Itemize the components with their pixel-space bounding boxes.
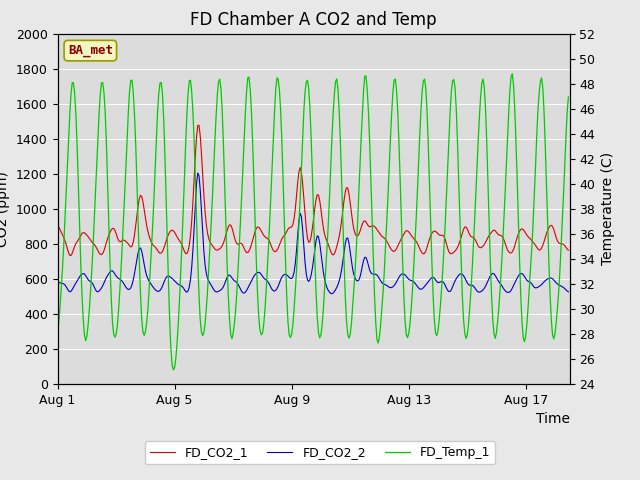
FD_Temp_1 (508, 71, 516, 77)
FD_Temp_1 (54, 328, 61, 334)
Y-axis label: CO2 (ppm): CO2 (ppm) (0, 171, 10, 247)
FD_CO2_2 (477, 289, 484, 295)
X-axis label: Time: Time (536, 412, 570, 426)
FD_Temp_1 (476, 114, 483, 120)
FD_CO2_2 (194, 170, 202, 176)
FD_CO2_1 (67, 252, 75, 258)
FD_CO2_2 (307, 272, 315, 278)
FD_CO2_2 (71, 282, 79, 288)
FD_Temp_1 (307, 135, 315, 141)
Legend: FD_CO2_1, FD_CO2_2, FD_Temp_1: FD_CO2_1, FD_CO2_2, FD_Temp_1 (145, 441, 495, 464)
FD_Temp_1 (545, 259, 553, 265)
FD_CO2_1 (195, 122, 203, 128)
Line: FD_CO2_2: FD_CO2_2 (58, 173, 568, 294)
Line: FD_Temp_1: FD_Temp_1 (58, 74, 568, 370)
Y-axis label: Temperature (C): Temperature (C) (601, 152, 615, 265)
FD_CO2_1 (308, 226, 316, 231)
FD_Temp_1 (283, 295, 291, 300)
FD_CO2_1 (54, 223, 61, 228)
Line: FD_CO2_1: FD_CO2_1 (58, 125, 568, 255)
FD_CO2_2 (226, 272, 234, 278)
Title: FD Chamber A CO2 and Temp: FD Chamber A CO2 and Temp (190, 11, 437, 29)
FD_CO2_1 (227, 222, 234, 228)
FD_Temp_1 (226, 316, 234, 322)
FD_Temp_1 (71, 91, 79, 96)
FD_CO2_2 (545, 276, 553, 281)
FD_Temp_1 (170, 367, 177, 373)
Text: BA_met: BA_met (68, 44, 113, 57)
FD_CO2_2 (564, 289, 572, 295)
FD_CO2_1 (477, 245, 484, 251)
FD_CO2_2 (54, 279, 61, 285)
FD_Temp_1 (564, 94, 572, 100)
FD_CO2_1 (545, 225, 553, 230)
FD_CO2_1 (72, 240, 80, 246)
FD_CO2_2 (328, 291, 336, 297)
FD_CO2_2 (283, 272, 291, 278)
FD_CO2_1 (284, 226, 292, 232)
FD_CO2_1 (564, 247, 572, 253)
